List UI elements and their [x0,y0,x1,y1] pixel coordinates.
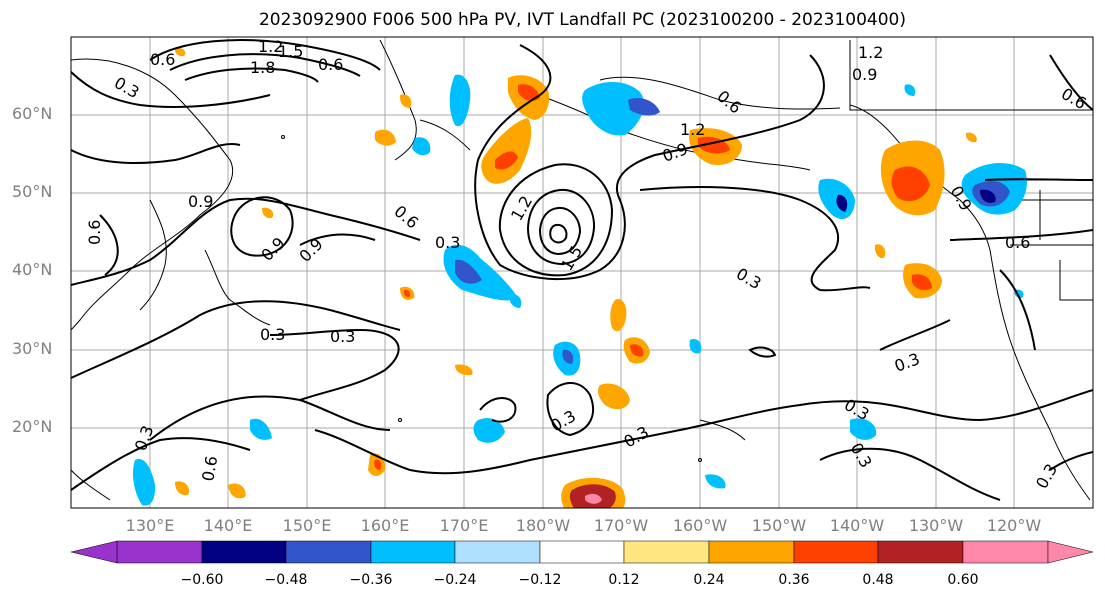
lon-label: 170°W [593,516,649,535]
colorbar-tick-label: −0.60 [180,572,224,588]
pv-positive-shading [174,47,977,508]
colorbar-tick-label: 0.60 [947,572,979,588]
contour-label: 1.2 [680,120,705,139]
lon-label: 150°E [282,516,332,535]
lon-label: 170°E [439,516,489,535]
colorbar-tick-label: 0.36 [778,572,810,588]
contour-label: 1.2 [258,37,283,56]
lon-label: 140°W [829,516,885,535]
lat-label: 30°N [12,339,53,358]
map-title: 2023092900 F006 500 hPa PV, IVT Landfall… [258,10,906,30]
colorbar-tick-label: −0.24 [433,572,477,588]
contour-label: 0.3 [435,233,460,252]
colorbar-tick-label: 0.12 [608,572,640,588]
contour-label: 0.6 [150,50,175,69]
lat-label: 20°N [12,417,53,436]
contour-label: 0.3 [260,325,285,344]
colorbar-tick-label: −0.12 [518,572,562,588]
lon-label: 130°E [125,516,175,535]
colorbar-tick-label: 0.48 [862,572,894,588]
pv-negative-shading [132,74,1027,506]
contour-label: 0.9 [852,65,877,84]
lat-label: 40°N [12,260,53,279]
contour-label: 0.6 [198,454,221,482]
contour-label: 0.6 [1005,233,1030,252]
contour-label: 1.8 [250,58,275,77]
pv-contours [71,39,1093,501]
contour-label: 1.2 [858,43,883,62]
lon-label: 120°W [986,516,1042,535]
contour-label: 0.9 [188,192,213,211]
lon-label: 140°E [203,516,253,535]
map-background [71,37,1093,508]
contour-label: 1.5 [278,42,303,61]
colorbar-tick-label: 0.24 [693,572,725,588]
lon-label: 150°W [751,516,807,535]
colorbar-tick-label: −0.48 [264,572,308,588]
map-frame [70,36,1094,509]
colorbar-tick-label: −0.36 [349,572,393,588]
contour-label: 0.6 [85,220,104,245]
lat-label: 60°N [12,104,53,123]
contour-label: 0.6 [318,55,343,74]
lat-label: 50°N [12,182,53,201]
lon-label: 160°W [672,516,728,535]
lon-label: 160°E [360,516,410,535]
lon-label: 180°W [515,516,571,535]
contour-label: 0.3 [330,327,355,346]
lon-label: 130°W [908,516,964,535]
